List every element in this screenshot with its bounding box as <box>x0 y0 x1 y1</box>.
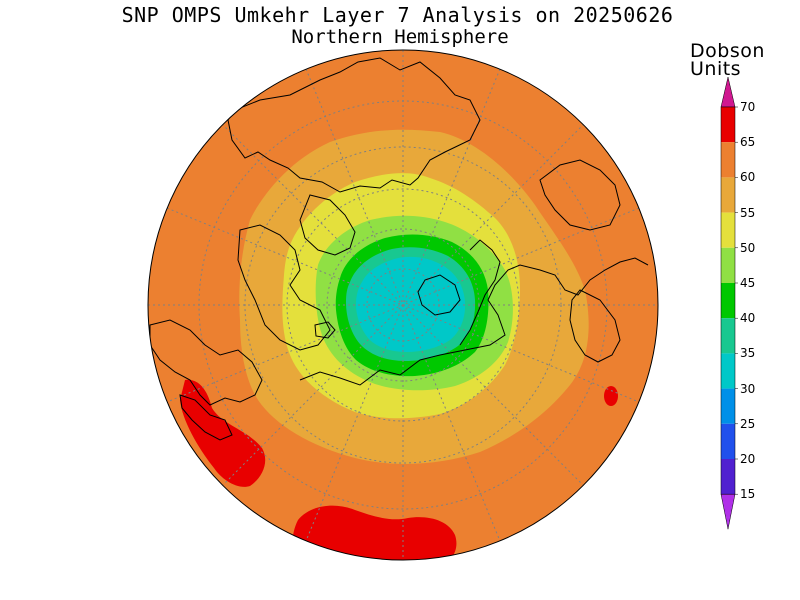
coastline-east-asia <box>569 289 621 363</box>
coastline-scandinavia-asia <box>299 257 649 386</box>
coastline-mediterranean <box>179 394 233 441</box>
colorbar-band-55-60 <box>721 177 735 213</box>
colorbar-tick-label: 55 <box>740 205 756 220</box>
colorbar-tick-label: 60 <box>740 170 756 185</box>
colorbar-tick-label: 15 <box>740 487 756 502</box>
coastline-greenland <box>299 194 356 256</box>
colorbar-band-40-45 <box>721 283 735 319</box>
colorbar-outline <box>720 106 736 495</box>
colorbar-tick-label: 20 <box>740 452 756 466</box>
coastline-europe <box>149 319 263 406</box>
colorbar-tick-label: 70 <box>740 100 756 114</box>
coastline-canada-arctic <box>237 224 331 351</box>
coastline-alaska <box>539 159 621 231</box>
meridian-112 <box>166 207 640 403</box>
colorbar-bottom-arrow <box>720 493 736 530</box>
colorbar-tick-label: 65 <box>740 135 756 150</box>
coastlines <box>149 57 649 441</box>
colorbar-band-65-70 <box>721 107 735 143</box>
colorbar-band-25-30 <box>721 388 735 424</box>
colorbar-tick-label: 45 <box>740 276 756 290</box>
chart-title: SNP OMPS Umkehr Layer 7 Analysis on 2025… <box>121 3 674 27</box>
colorbar-tick-label: 30 <box>740 381 756 396</box>
band-30-35 <box>356 256 466 352</box>
graticule <box>148 50 658 560</box>
colorbar-tick-label: 25 <box>740 416 756 431</box>
colorbar-band-50-55 <box>721 212 735 248</box>
colorbar-band-60-65 <box>721 142 735 178</box>
colorbar-band-15-20 <box>721 459 735 495</box>
colorbar-band-35-40 <box>721 318 735 354</box>
colorbar-units-label: Dobson Units <box>690 40 765 80</box>
coastline-siberia <box>459 239 501 346</box>
colorbar-tick-label: 35 <box>740 346 756 361</box>
colorbar-tick-label: 50 <box>740 240 756 255</box>
units-line-1: Dobson <box>690 40 765 62</box>
title-block: SNP OMPS Umkehr Layer 7 Analysis on 2025… <box>0 4 800 48</box>
colorbar-band-20-25 <box>721 423 735 459</box>
map-boundary <box>147 49 659 561</box>
units-line-2: Units <box>690 58 742 80</box>
coastline-arctic-islands <box>417 274 461 316</box>
colorbar <box>720 76 738 530</box>
colorbar-band-30-35 <box>721 353 735 389</box>
colorbar-top-arrow <box>720 76 736 108</box>
colorbar-tick-label: 40 <box>740 311 756 326</box>
colorbar-band-45-50 <box>721 247 735 283</box>
coastline-iceland <box>314 321 336 339</box>
ozone-field <box>148 50 658 560</box>
band-65-70-right-patch <box>604 386 618 406</box>
chart-subtitle: Northern Hemisphere <box>291 26 509 48</box>
